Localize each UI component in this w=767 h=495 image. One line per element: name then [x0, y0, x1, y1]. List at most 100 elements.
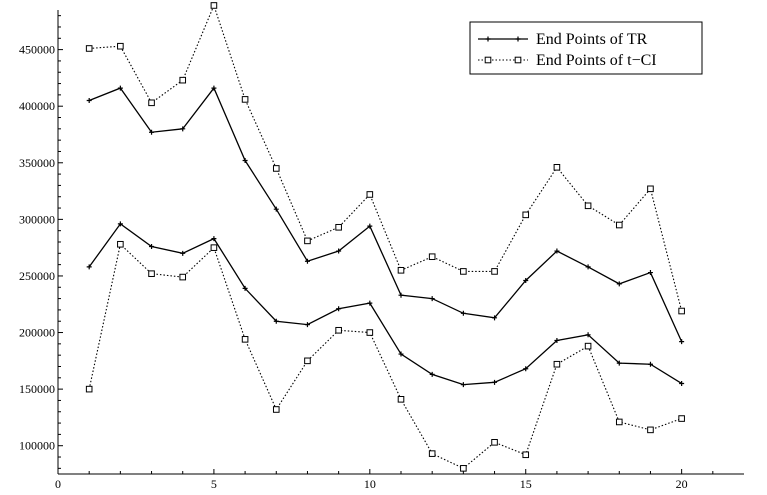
data-point-square — [304, 357, 311, 365]
data-point-plus — [523, 366, 529, 372]
data-point-plus — [515, 36, 521, 42]
data-point-square — [584, 202, 592, 210]
data-point-square — [335, 326, 342, 334]
data-point-plus — [398, 351, 404, 357]
upper-endpoint-line — [89, 3, 683, 312]
data-point-plus — [616, 360, 622, 366]
lower-endpoint-line — [88, 222, 682, 386]
data-point-plus — [149, 129, 155, 135]
data-point-plus — [86, 98, 92, 104]
data-point-plus — [429, 296, 435, 302]
data-point-plus — [554, 248, 560, 254]
data-point-plus — [398, 292, 404, 298]
data-point-plus — [211, 85, 217, 91]
data-point-square — [553, 164, 561, 171]
data-point-plus — [679, 380, 685, 386]
y-tick-label: 400000 — [19, 99, 55, 113]
data-point-plus — [460, 382, 466, 388]
y-tick-label: 200000 — [19, 326, 55, 340]
data-point-plus — [492, 379, 498, 385]
data-point-square — [553, 360, 561, 368]
legend-box — [469, 21, 703, 75]
data-point-plus — [149, 244, 155, 250]
data-point-plus — [242, 158, 248, 164]
data-point-plus — [367, 300, 373, 306]
data-point-square — [117, 42, 124, 50]
x-tick-label: 0 — [55, 477, 61, 491]
data-point-square — [678, 415, 685, 422]
upper-endpoint-line — [88, 86, 683, 342]
data-point-square — [428, 253, 436, 261]
legend-label: End Points of TR — [536, 31, 648, 48]
legend: End Points of TR End Points of t−CI — [469, 21, 703, 75]
series-t-ci — [85, 2, 685, 472]
data-point-plus — [180, 250, 186, 256]
data-point-square — [615, 221, 623, 229]
data-point-square — [366, 329, 374, 336]
y-tick-label: 250000 — [19, 269, 55, 283]
series-tr — [86, 85, 685, 388]
x-tick-label: 5 — [211, 477, 217, 491]
data-point-square — [397, 266, 405, 274]
data-point-plus — [211, 236, 217, 242]
data-point-square — [647, 185, 654, 193]
data-point-square — [148, 99, 155, 107]
data-point-plus — [117, 85, 123, 91]
data-point-square — [304, 237, 311, 245]
data-point-square — [210, 244, 218, 251]
x-tick-label: 10 — [364, 477, 376, 491]
data-point-plus — [554, 337, 560, 343]
y-tick-label: 350000 — [19, 156, 55, 170]
data-point-square — [460, 465, 467, 472]
data-point-square — [85, 385, 93, 393]
data-point-square — [522, 211, 530, 219]
data-point-square — [85, 45, 93, 52]
data-point-square — [272, 165, 280, 172]
data-point-plus — [86, 264, 92, 270]
data-point-plus — [180, 126, 186, 132]
x-tick-label: 20 — [676, 477, 688, 491]
data-point-plus — [647, 361, 653, 367]
data-point-square — [148, 270, 155, 277]
data-point-plus — [492, 315, 498, 321]
data-point-square — [460, 268, 467, 275]
data-point-plus — [585, 332, 591, 338]
x-tick-label: 15 — [520, 477, 532, 491]
y-tick-label: 150000 — [19, 382, 55, 396]
data-point-plus — [616, 281, 622, 287]
data-point-square — [484, 56, 492, 64]
y-tick-label: 300000 — [19, 212, 55, 226]
data-point-square — [514, 56, 522, 64]
data-point-square — [584, 342, 592, 350]
data-point-square — [241, 336, 249, 343]
data-point-square — [397, 396, 405, 403]
lower-endpoint-line — [88, 243, 682, 469]
data-point-square — [647, 426, 654, 434]
data-point-square — [210, 2, 218, 9]
data-point-plus — [304, 258, 310, 264]
data-point-plus — [273, 206, 279, 212]
data-point-square — [491, 268, 498, 275]
data-point-plus — [273, 318, 279, 324]
data-point-plus — [647, 270, 653, 276]
data-point-plus — [336, 248, 342, 254]
data-point-plus — [242, 285, 248, 291]
data-point-plus — [523, 277, 529, 283]
data-point-square — [366, 191, 374, 198]
data-point-plus — [367, 223, 373, 229]
data-point-square — [678, 307, 685, 315]
data-point-plus — [304, 322, 310, 328]
series-layer — [85, 2, 685, 472]
data-point-plus — [679, 339, 685, 345]
data-point-square — [241, 96, 249, 103]
ticks: 0 5 10 15 20 100000 150000 200000 250000 300000 35… — [19, 15, 714, 491]
data-point-square — [491, 439, 498, 446]
data-point-square — [179, 273, 187, 281]
data-point-square — [428, 450, 436, 457]
y-tick-label: 450000 — [19, 43, 55, 57]
legend-label: End Points of t−CI — [536, 52, 657, 69]
data-point-plus — [585, 264, 591, 270]
data-point-plus — [460, 310, 466, 316]
data-point-square — [117, 240, 124, 248]
